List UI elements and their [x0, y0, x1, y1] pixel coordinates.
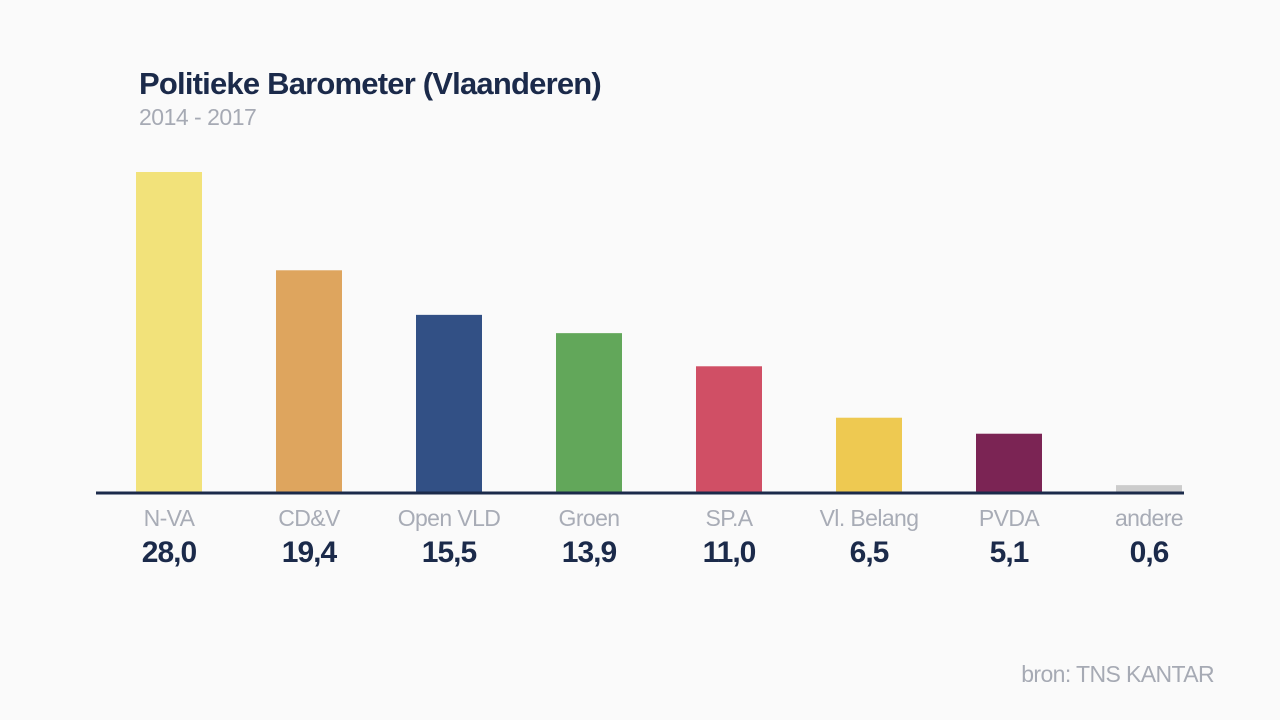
- bar-groen: [556, 333, 622, 492]
- value-label-groen: 13,9: [562, 536, 617, 569]
- category-label-cd-v: CD&V: [278, 505, 341, 531]
- bar-open-vld: [416, 314, 482, 492]
- bar-vl-belang: [836, 417, 902, 492]
- source-credit: bron: TNS KANTAR: [1021, 661, 1214, 687]
- bar-cd-v: [276, 270, 342, 492]
- value-label-open-vld: 15,5: [422, 536, 477, 569]
- category-label-andere: andere: [1115, 505, 1183, 531]
- bars-group: [136, 172, 1182, 492]
- value-label-pvda: 5,1: [990, 536, 1029, 569]
- labels-group: N-VA 28,0 CD&V 19,4 Open VLD 15,5 Groen 13,9 SP.…: [142, 505, 1184, 569]
- value-label-n-va: 28,0: [142, 536, 197, 569]
- value-label-sp-a: 11,0: [703, 536, 756, 569]
- category-label-sp-a: SP.A: [705, 505, 753, 531]
- bar-n-va: [136, 172, 202, 492]
- bar-andere: [1116, 485, 1182, 492]
- category-label-groen: Groen: [559, 505, 620, 531]
- category-label-vl-belang: Vl. Belang: [820, 505, 919, 531]
- category-label-n-va: N-VA: [144, 505, 196, 531]
- chart-subtitle: 2014 - 2017: [139, 104, 257, 130]
- value-label-vl-belang: 6,5: [850, 536, 889, 569]
- chart-title: Politieke Barometer (Vlaanderen): [139, 66, 602, 101]
- bar-pvda: [976, 433, 1042, 492]
- value-label-andere: 0,6: [1130, 536, 1169, 569]
- category-label-pvda: PVDA: [979, 505, 1040, 531]
- bar-sp-a: [696, 366, 762, 492]
- category-label-open-vld: Open VLD: [398, 505, 501, 531]
- value-label-cd-v: 19,4: [282, 536, 338, 569]
